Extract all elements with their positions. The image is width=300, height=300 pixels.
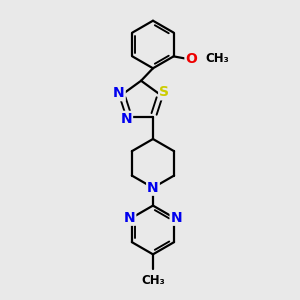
Text: N: N <box>171 211 182 225</box>
Text: N: N <box>120 112 132 126</box>
Text: CH₃: CH₃ <box>206 52 229 65</box>
Text: O: O <box>185 52 197 66</box>
Text: N: N <box>147 181 159 195</box>
Text: S: S <box>159 85 169 99</box>
Text: N: N <box>113 86 125 100</box>
Text: CH₃: CH₃ <box>141 274 165 287</box>
Text: N: N <box>124 211 135 225</box>
